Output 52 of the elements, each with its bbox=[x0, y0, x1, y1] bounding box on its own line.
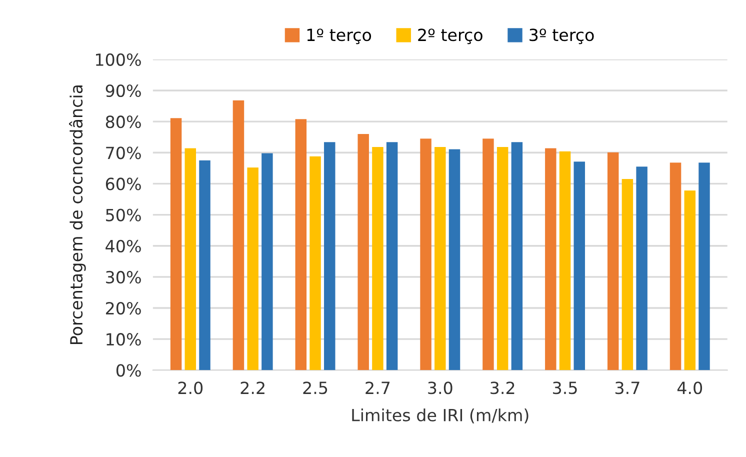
bar bbox=[670, 162, 682, 370]
y-tick-label: 100% bbox=[96, 53, 141, 66]
bar bbox=[420, 138, 432, 370]
x-tick-label: 3.2 bbox=[490, 382, 514, 394]
x-tick-label: 2.0 bbox=[178, 382, 203, 394]
bar bbox=[184, 148, 196, 370]
bar bbox=[559, 151, 571, 370]
bar bbox=[295, 119, 307, 370]
bar bbox=[170, 118, 182, 370]
y-tick-label: 20% bbox=[106, 302, 141, 315]
y-tick-label: 30% bbox=[106, 270, 141, 284]
bar bbox=[434, 147, 446, 370]
bar bbox=[262, 153, 273, 370]
bar bbox=[545, 148, 556, 370]
bar bbox=[482, 138, 494, 370]
x-tick-label: 3.0 bbox=[428, 382, 452, 394]
y-tick-label: 50% bbox=[106, 208, 141, 222]
bar bbox=[232, 100, 244, 370]
bar bbox=[622, 179, 634, 370]
bar bbox=[698, 162, 710, 370]
bar bbox=[199, 160, 210, 370]
legend-label: 3º terço bbox=[530, 28, 594, 44]
x-tick-label: 2.7 bbox=[366, 382, 390, 394]
bar bbox=[448, 149, 460, 370]
bar bbox=[607, 152, 619, 370]
y-tick-label: 70% bbox=[106, 146, 141, 160]
y-tick-label: 80% bbox=[106, 116, 141, 128]
bar bbox=[511, 142, 523, 370]
bar bbox=[496, 147, 508, 370]
x-tick-label: 3.7 bbox=[615, 382, 640, 394]
bar bbox=[324, 142, 336, 370]
x-axis-title: Limites de IRI (m/km) bbox=[352, 408, 528, 424]
y-tick-label: 40% bbox=[106, 240, 141, 252]
y-tick-label: 0% bbox=[116, 364, 141, 377]
bar bbox=[684, 190, 696, 370]
bar bbox=[310, 156, 321, 370]
bar bbox=[358, 134, 369, 370]
bar bbox=[372, 147, 384, 370]
bar bbox=[636, 166, 648, 370]
legend-label: 1º terço bbox=[307, 28, 372, 44]
legend-label: 2º terço bbox=[418, 28, 482, 44]
x-tick-label: 2.5 bbox=[303, 382, 328, 394]
y-tick-label: 90% bbox=[106, 84, 141, 98]
y-tick-label: 10% bbox=[106, 333, 141, 346]
y-tick-label: 60% bbox=[106, 178, 141, 190]
x-tick-label: 3.5 bbox=[553, 382, 577, 394]
y-axis-title: Porcentagem de cocncordância bbox=[69, 85, 86, 344]
bar bbox=[386, 142, 398, 370]
x-tick-label: 4.0 bbox=[677, 382, 702, 394]
x-tick-label: 2.2 bbox=[240, 382, 264, 394]
bar bbox=[247, 168, 258, 370]
bar bbox=[574, 162, 585, 370]
